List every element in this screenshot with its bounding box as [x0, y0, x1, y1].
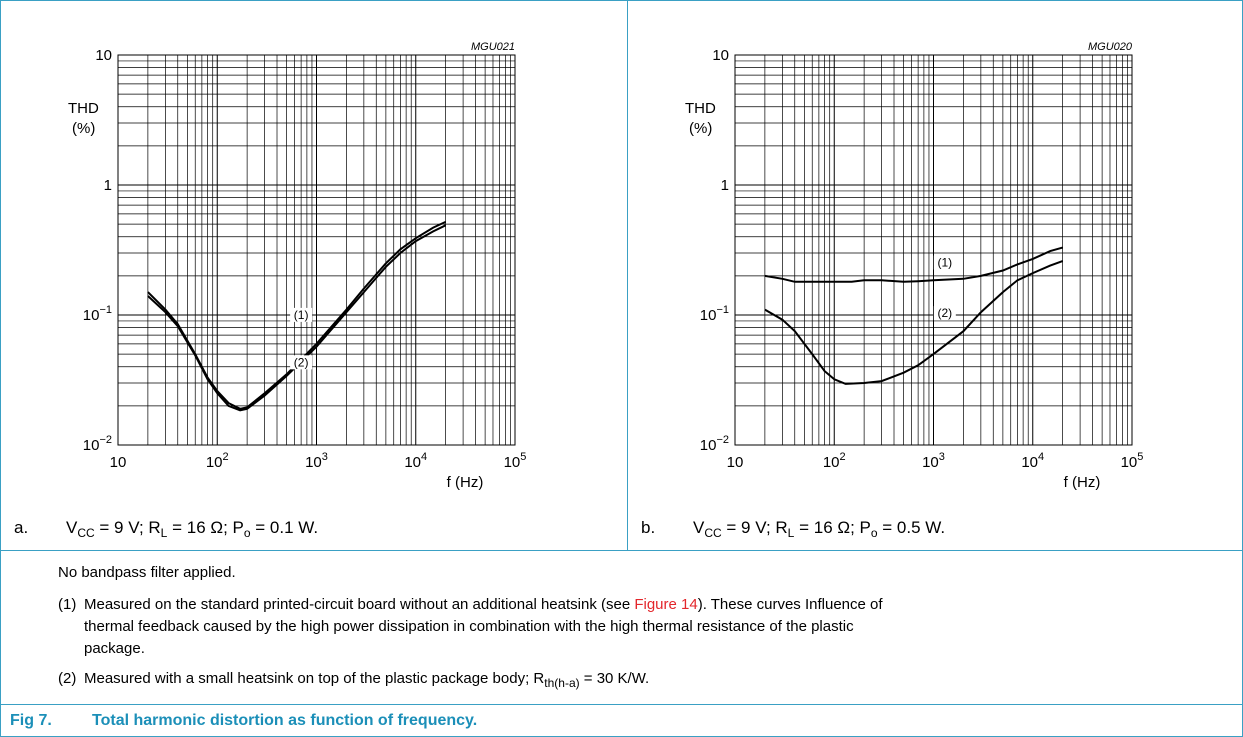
note-item-1-line2: thermal feedback caused by the high powe…: [84, 618, 854, 635]
y-tick-label: 1: [721, 177, 729, 194]
caption-b-vcc-sub: CC: [704, 526, 722, 540]
x-tick-label: 104: [1021, 451, 1044, 471]
title-divider: [0, 704, 1243, 705]
series-label-bg-2: [290, 355, 313, 370]
caption-a-rl-sub: L: [160, 526, 168, 540]
series-line-2: [147, 224, 447, 412]
y-tick-label: 10−2: [700, 434, 729, 454]
y-tick-label: 10−1: [700, 304, 729, 324]
note-item-2-sub: th(h-a): [544, 676, 580, 690]
figure-title-text: Total harmonic distortion as function of…: [92, 712, 478, 729]
caption-b-v: V: [693, 518, 705, 537]
y-tick-label: 10: [95, 47, 112, 64]
series-line-1: [764, 246, 1063, 283]
x-tick-label: 103: [922, 451, 945, 471]
series-label-1: (1): [294, 308, 309, 322]
note-item-2-text: Measured with a small heatsink on top of…: [84, 668, 649, 694]
series-label-1: (1): [937, 256, 952, 270]
series-line-2: [764, 260, 1063, 385]
series-label-2: (2): [937, 306, 952, 320]
y-axis-label: THD: [685, 100, 716, 117]
note-item-2-text-b: = 30 K/W.: [579, 670, 650, 687]
figure-title: Fig 7. Total harmonic distortion as funct…: [10, 712, 477, 730]
note-general: No bandpass filter applied.: [58, 564, 236, 581]
chart-code: MGU021: [471, 41, 515, 53]
caption-b-rl-sub: L: [787, 526, 795, 540]
caption-a-label: a.: [14, 518, 29, 537]
chart-code: MGU020: [1088, 41, 1133, 53]
x-tick-label: 102: [206, 451, 229, 471]
caption-b-label: b.: [641, 518, 656, 537]
caption-b-po-sub: o: [870, 526, 878, 540]
note-item-2-number: (2): [58, 670, 77, 687]
series-label-bg-1: [933, 255, 956, 270]
series-label-bg-1: [290, 307, 313, 322]
y-tick-label: 10: [712, 47, 729, 64]
caption-a-vcc-val: = 9 V; R: [94, 518, 161, 537]
x-tick-label: 104: [404, 451, 427, 471]
y-tick-label: 10−1: [83, 304, 112, 324]
figure-14-link[interactable]: Figure 14: [634, 596, 698, 613]
y-tick-label: 1: [104, 177, 112, 194]
caption-b: b. VCC = 9 V; RL = 16 Ω; Po = 0.5 W.: [641, 518, 945, 540]
series-label-2: (2): [294, 355, 309, 369]
caption-a-po-val: = 0.1 W.: [250, 518, 319, 537]
x-tick-label: 103: [305, 451, 328, 471]
x-tick-label: 102: [823, 451, 846, 471]
caption-b-rl-val: = 16 Ω; P: [794, 518, 871, 537]
note-item-2-text-a: Measured with a small heatsink on top of…: [84, 670, 545, 687]
y-axis-unit: (%): [72, 120, 95, 137]
caption-a-po-sub: o: [243, 526, 251, 540]
y-axis-label: THD: [68, 100, 99, 117]
x-axis-label: f (Hz): [447, 474, 484, 491]
caption-a: a. VCC = 9 V; RL = 16 Ω; Po = 0.1 W.: [14, 518, 318, 540]
note-item-1-number: (1): [58, 596, 77, 613]
panel-divider: [627, 0, 628, 550]
caption-b-po-val: = 0.5 W.: [877, 518, 946, 537]
caption-divider: [0, 550, 1243, 551]
x-tick-label: 10: [727, 454, 744, 471]
x-axis-label: f (Hz): [1064, 474, 1101, 491]
caption-a-vcc-sub: CC: [77, 526, 95, 540]
x-tick-label: 105: [504, 451, 527, 471]
note-item-1: (1) Measured on the standard printed-cir…: [58, 594, 1228, 660]
series-label-bg-2: [933, 306, 956, 321]
note-item-1-text: Measured on the standard printed-circuit…: [84, 594, 883, 660]
caption-b-vcc-val: = 9 V; R: [721, 518, 788, 537]
note-item-2: (2) Measured with a small heatsink on to…: [58, 668, 1228, 692]
caption-a-rl-val: = 16 Ω; P: [167, 518, 244, 537]
y-tick-label: 10−2: [83, 434, 112, 454]
note-item-1-text-a: Measured on the standard printed-circuit…: [84, 596, 635, 613]
y-axis-unit: (%): [689, 120, 712, 137]
caption-a-v: V: [66, 518, 78, 537]
x-tick-label: 105: [1121, 451, 1144, 471]
x-tick-label: 10: [110, 454, 127, 471]
figure-number: Fig 7.: [10, 712, 52, 729]
note-item-1-line3: package.: [84, 640, 145, 657]
note-item-1-text-b: ). These curves Influence of: [697, 596, 883, 613]
